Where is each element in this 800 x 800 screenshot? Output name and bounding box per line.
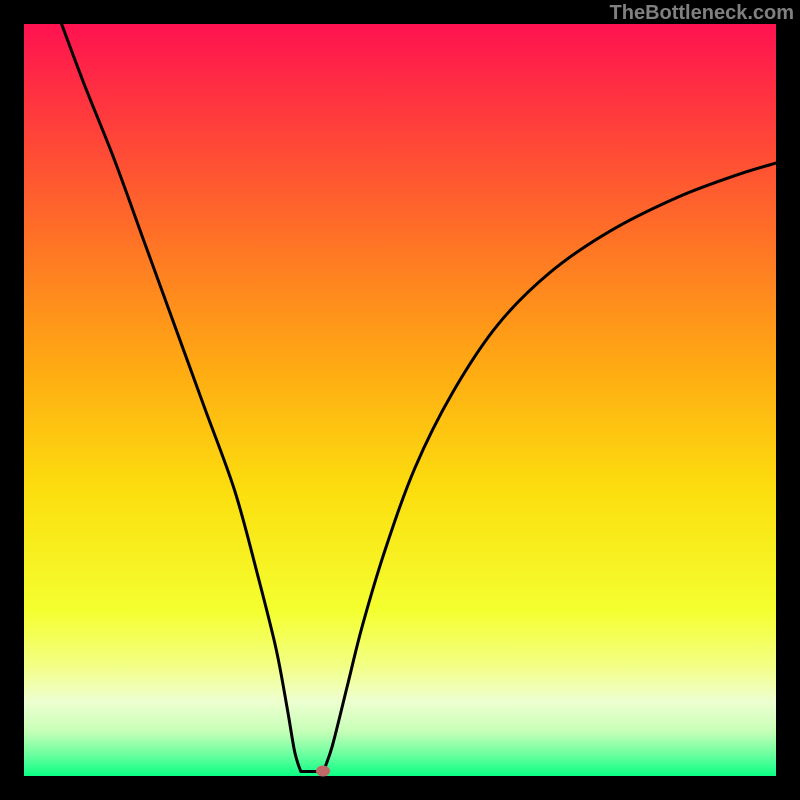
- vertex-marker: [316, 765, 330, 776]
- plot-area: [24, 24, 776, 776]
- curve-layer: [24, 24, 776, 776]
- v-curve-path: [62, 24, 776, 771]
- watermark-text: TheBottleneck.com: [610, 2, 794, 25]
- root-container: TheBottleneck.com: [0, 0, 800, 800]
